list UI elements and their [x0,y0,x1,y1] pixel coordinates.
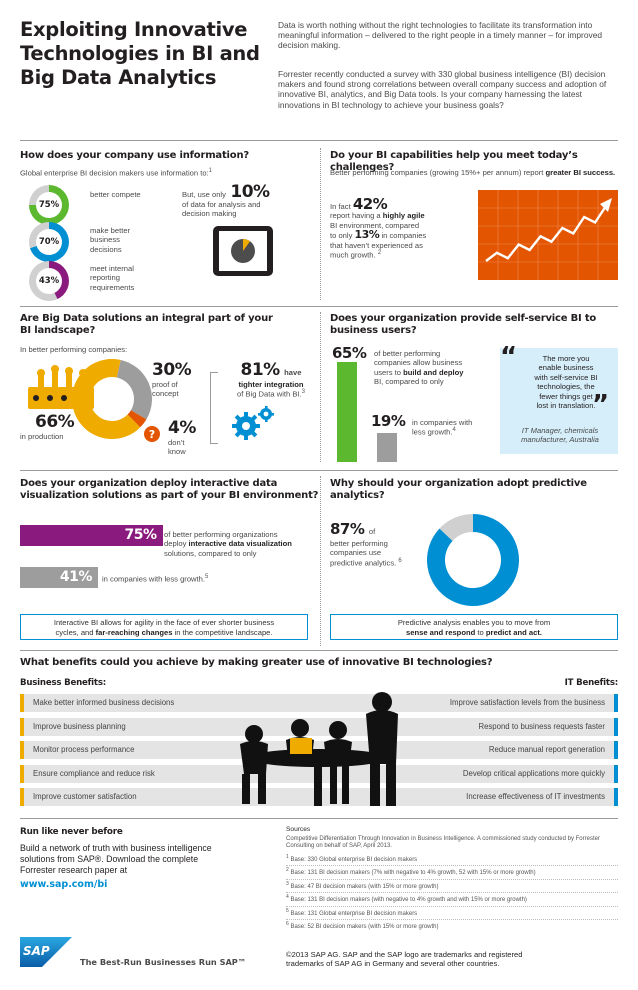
agility-stat: In fact 42% report having a highly agile… [330,195,427,260]
meeting-people-icon [240,692,398,806]
quote-author: IT Manager, chemicals manufacturer, Aust… [521,426,599,445]
stat-self-service-text: of better performing companies allow bus… [374,349,464,387]
divider [20,818,618,819]
stat-proof-of-concept: 30% proof of concept [152,360,192,399]
business-benefit-item: Improve business planning [20,718,380,736]
business-benefit-item: Ensure compliance and reduce risk [20,765,380,783]
source-item: 4 Base: 131 BI decision makers (with neg… [286,893,618,907]
visualization-text-a: of better performing organizations deplo… [164,530,292,558]
sources-list: 1 Base: 330 Global enterprise BI decisio… [286,853,618,932]
section-heading-big-data: Are Big Data solutions an integral part … [20,313,273,336]
donut-segment [116,359,152,420]
ring-caption: better compete [90,190,141,199]
divider [20,650,618,651]
sources-intro: Competitive Differentiation Through Inno… [286,836,600,850]
business-benefit-item: Improve customer satisfaction [20,788,380,806]
predictive-donut-chart [427,514,519,606]
source-item: 3 Base: 47 BI decision makers (with 15% … [286,880,618,894]
sources-title: Sources [286,826,311,833]
divider [20,470,618,471]
section-heading-predictive: Why should your organization adopt predi… [330,478,587,501]
donut-segment [427,514,519,606]
stat-less-growth-text: in companies with less growth.4 [412,418,473,437]
section-heading-info-use: How does your company use information? [20,150,249,161]
stat-in-production: 66% in production [20,412,75,441]
sap-bi-link[interactable]: www.sap.com/bi [20,879,108,890]
bar-visualization-better: 75% [20,525,163,546]
svg-text:?: ? [149,428,155,441]
run-text: Build a network of truth with business i… [20,843,212,875]
intro-paragraph-1: Data is worth nothing without the right … [278,20,603,51]
page-title: Exploiting Innovative Technologies in BI… [20,18,260,89]
run-title: Run like never before [20,827,123,837]
ring-caption: meet internal reporting requirements [90,264,135,292]
ring-label: 75% [36,192,62,218]
big-data-donut-chart: ? [28,359,160,442]
stat-dont-know: 4% don’t know [168,418,196,457]
growth-chart-icon [478,190,618,280]
section-heading-visualization: Does your organization deploy interactiv… [20,478,319,501]
tablet-icon [213,226,273,276]
donut-segment [72,359,141,439]
divider [320,476,321,646]
section-sub: In better performing companies: [20,345,128,354]
ring-chart-compete: 75% [29,185,69,225]
ring-chart-reporting: 43% [29,261,69,301]
source-item: 2 Base: 131 BI decision makers (7% with … [286,866,618,880]
tagline: The Best-Run Businesses Run SAP™ [80,957,246,967]
source-item: 6 Base: 52 BI decision makers (with 15% … [286,921,439,931]
stat-tighter-integration: 81% have tighter integration of Big Data… [237,360,305,399]
quote-box: “ The more you enable business with self… [500,342,618,454]
benefits-heading: What benefits could you achieve by makin… [20,657,493,668]
ring-chart-decisions: 70% [29,222,69,262]
gears-icon [232,406,274,440]
ring-label: 70% [36,229,62,255]
donut-segment [127,410,147,428]
intro-paragraph-2: Forrester recently conducted a survey wi… [278,69,607,110]
stat-less-growth-pct: 19% [371,412,406,430]
divider [20,306,618,307]
section-heading-bi-capabilities: Do your BI capabilities help you meet to… [330,150,578,173]
donut-segment [439,514,473,541]
divider [320,148,321,300]
quote-close-icon: ” [592,390,609,420]
bar-visualization-less: 41% [20,567,98,588]
source-item: 5 Base: 131 Global enterprise BI decisio… [286,907,618,921]
ring-caption: make better business decisions [90,226,131,254]
predictive-stat: 87% of better performing companies use p… [330,520,402,568]
bracket-line [210,372,218,444]
ring-label: 43% [36,268,62,294]
it-benefits-title: IT Benefits: [564,678,619,688]
business-benefit-item: Make better informed business decisions [20,694,380,712]
section-sub: Better performing companies (growing 15%… [330,168,616,177]
data-use-callout: But, use only 10% of data for analysis a… [182,182,270,219]
stat-self-service-pct: 65% [332,344,367,362]
section-heading-self-service: Does your organization provide self-serv… [330,313,597,336]
source-item: 1 Base: 330 Global enterprise BI decisio… [286,853,618,867]
bar-less-growth [377,432,397,462]
copyright: ©2013 SAP AG. SAP and the SAP logo are t… [286,950,523,969]
visualization-text-b: in companies with less growth.5 [102,574,209,584]
business-benefits-title: Business Benefits: [20,678,106,688]
predictive-callout: Predictive analysis enables you to move … [330,614,618,640]
bar-better-performing [337,362,357,462]
visualization-callout: Interactive BI allows for agility in the… [20,614,308,640]
quote-open-icon: “ [500,342,517,372]
divider [20,140,618,141]
quote-text: The more you enable business with self-s… [534,354,598,411]
sap-logo-text: SAP [23,944,50,958]
sap-logo [20,937,72,967]
divider [320,312,321,462]
section-sub: Global enterprise BI decision makers use… [20,168,213,178]
